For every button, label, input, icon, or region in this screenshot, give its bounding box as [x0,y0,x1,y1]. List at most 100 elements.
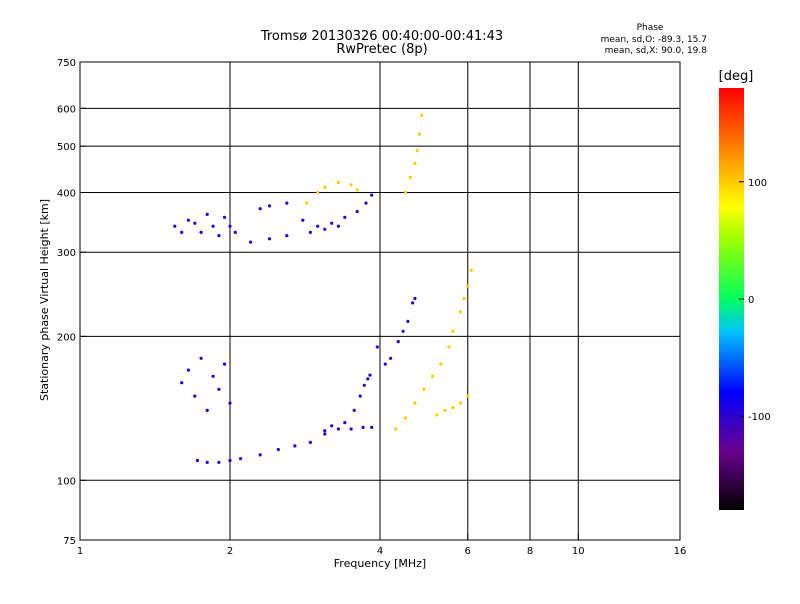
y-tick-label: 300 [57,248,76,259]
echo-point [222,215,227,219]
echo-point [375,345,379,349]
stats-header: Phase [637,23,664,33]
y-tick-label: 400 [57,188,76,199]
echo-point [308,230,312,234]
echo-point [458,401,462,405]
y-axis-label: Stationary phase Virtual Height [km] [38,199,51,401]
echo-point [401,329,405,333]
echo-point [370,425,374,429]
echo-point [368,373,372,377]
echo-point [249,240,253,244]
echo-point [316,190,320,195]
echo-point [336,427,340,431]
echo-point [330,424,334,428]
echo-point [205,460,209,464]
echo-point [305,201,309,205]
echo-point [217,460,221,464]
echo-point [323,227,327,231]
echo-point [222,362,227,366]
echo-point [211,374,215,378]
x-tick-label: 10 [572,546,585,557]
echo-point [364,201,368,205]
axis-ticks: 1 2 4 6 8 10 16 75 100 200 300 400 500 600 750 [57,58,686,557]
echo-point [336,180,340,184]
chart-title: Tromsø 20130326 00:40:00-00:41:43 [260,29,503,44]
echo-point [443,408,447,412]
colorbar-tick-label: 0 [748,295,754,306]
echo-point [451,405,455,410]
echo-point [411,301,415,305]
echo-point [336,224,340,228]
echo-point [361,425,365,429]
echo-point [301,218,305,222]
colorbar-tick-label: 100 [748,178,767,189]
echo-point [228,458,232,463]
echo-point [180,381,184,385]
echo-point [355,188,359,192]
echo-point [451,329,455,333]
x-tick-label: 4 [377,546,383,557]
chart-subtitle: RwPretec (8p) [336,42,427,57]
y-tick-label: 750 [57,58,76,69]
echo-point [406,319,410,323]
echo-point [462,296,466,301]
echo-point [370,193,374,197]
echo-point [343,421,347,425]
echo-point [276,447,280,452]
echo-point [355,209,359,214]
echo-point [195,458,199,463]
echo-point [366,377,370,381]
echo-point [233,230,237,234]
echo-point [466,284,470,288]
x-tick-label: 6 [465,546,471,557]
echo-point [186,368,190,372]
echo-point [205,212,209,216]
echo-point [435,413,439,417]
echo-point [431,374,435,378]
echo-point [239,457,243,461]
echo-point [420,113,424,117]
echo-point [403,416,408,420]
echo-point [330,221,334,225]
echo-point [217,234,221,238]
grid-lines [80,62,680,540]
echo-point [415,148,419,152]
echo-point [343,215,347,219]
echo-point [323,432,327,436]
echo-point [193,221,197,225]
echo-point [173,224,177,228]
echo-point [383,362,387,366]
echo-point [408,175,412,180]
echo-point [422,387,426,391]
echo-point [258,453,262,457]
echo-point [413,401,417,405]
y-tick-label: 75 [63,536,76,547]
echo-point [316,224,320,228]
echo-point [349,427,353,431]
echo-point [413,296,417,301]
echo-point [352,408,356,412]
echo-point [358,394,362,398]
echo-point [458,310,462,314]
x-tick-label: 16 [674,546,687,557]
echo-point [199,230,203,234]
echo-point [439,362,443,366]
echo-point [267,237,272,241]
x-axis-label: Frequency [MHz] [334,557,426,570]
stats-x-mode: mean, sd,X: 90.0, 19.8 [605,46,708,56]
y-tick-label: 100 [57,476,76,487]
echo-point [362,383,366,387]
echo-point [180,230,184,234]
echo-point [285,201,289,205]
colorbar-ticks: 100 0 -100 [739,178,771,423]
x-tick-label: 1 [77,546,83,557]
echo-point [323,429,327,433]
echo-point [205,408,209,412]
stats-o-mode: mean, sd,O: -89.3, 15.7 [601,35,707,45]
echo-point [199,356,203,360]
echo-point [394,427,398,431]
echo-point [396,340,400,344]
echo-point [308,440,312,444]
echo-point [323,185,327,189]
